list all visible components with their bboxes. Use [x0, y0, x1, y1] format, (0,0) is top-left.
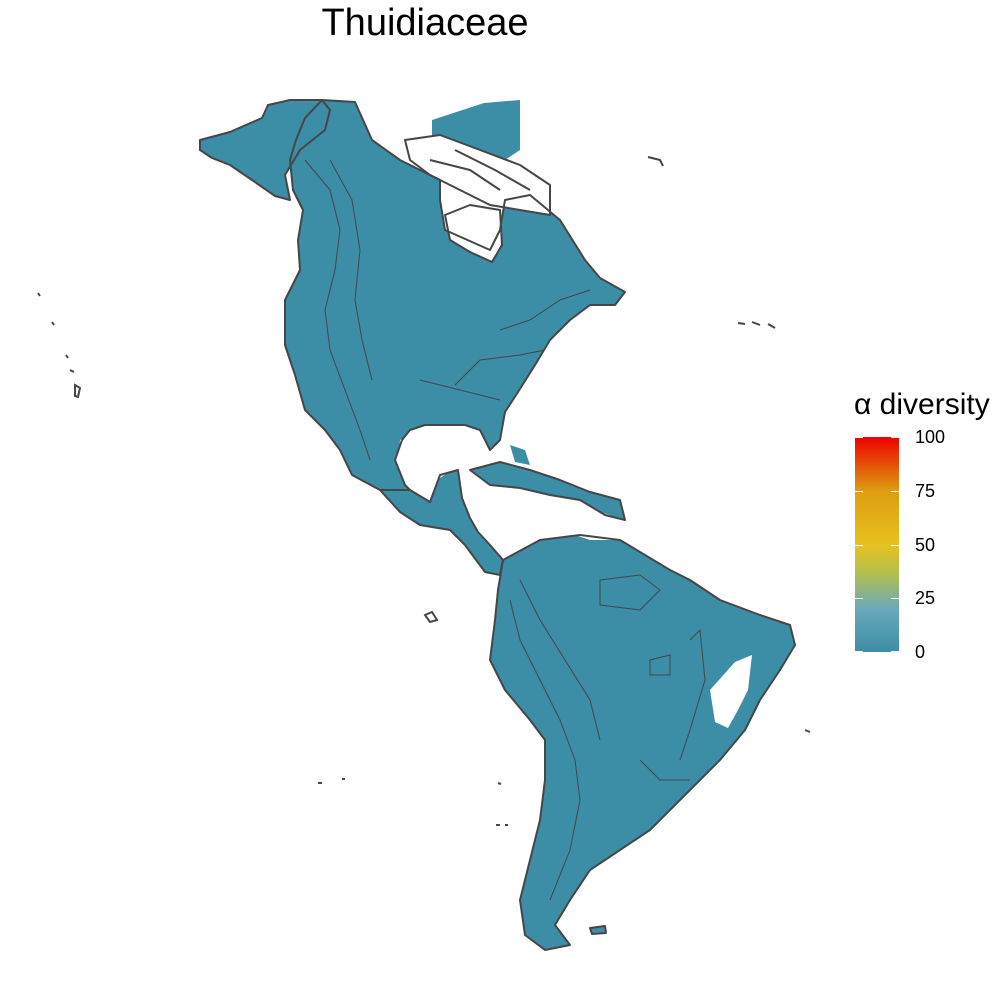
dry-interior-gap [710, 655, 752, 728]
hawaii-islands [37, 292, 82, 399]
hudson-bay [445, 205, 502, 262]
central-america-region [380, 470, 503, 575]
south-atlantic-islets [318, 729, 811, 826]
arctic-islands-coastline [404, 134, 551, 216]
legend-tick-mark [891, 598, 899, 600]
alaska-coastline [199, 99, 331, 201]
legend-tick-label: 75 [915, 480, 936, 501]
rocky-mountains-boundary [304, 159, 373, 461]
legend-tick-mark [891, 490, 899, 492]
central-america-coastline [379, 469, 504, 576]
legend-title: α diversity [854, 388, 990, 421]
legend-tick-mark [855, 437, 863, 438]
eastern-boundary [419, 289, 591, 401]
border-lines [199, 99, 796, 951]
hudson-bay-coastline [444, 204, 503, 263]
caribbean-region [470, 462, 625, 520]
gulf-of-mexico [398, 425, 480, 498]
legend-tick-mark [891, 544, 899, 546]
land-layer [200, 100, 795, 950]
legend-tick-mark [891, 437, 899, 438]
caribbean-coastline [469, 461, 626, 521]
galapagos-islands [423, 610, 439, 624]
legend-tick-label: 25 [915, 588, 936, 609]
brazil-boundary [599, 574, 706, 781]
north-america-coastline [284, 99, 626, 491]
legend-tick-mark [855, 651, 863, 652]
interior-holes [398, 135, 752, 728]
legend-tick-label: 0 [915, 642, 926, 662]
legend-tick-mark [855, 598, 863, 600]
legend-tick-label: 100 [915, 427, 946, 447]
legend-tick-mark [855, 544, 863, 546]
bahamas-region [510, 445, 530, 465]
south-america-coastline [489, 534, 796, 951]
legend-tick-label: 50 [915, 534, 936, 555]
alaska-region [200, 100, 330, 200]
north-atlantic-islets [647, 156, 776, 329]
legend-tick-mark [855, 490, 863, 492]
north-america-region [285, 100, 625, 490]
andes-boundary [509, 579, 601, 901]
offshore-islands [37, 156, 811, 826]
caribbean-sea [480, 492, 612, 545]
south-america-region [490, 535, 795, 950]
map-title: Thuidiaceae [321, 2, 529, 44]
falklands-coastline [589, 925, 607, 935]
legend-tick-mark [891, 651, 899, 652]
